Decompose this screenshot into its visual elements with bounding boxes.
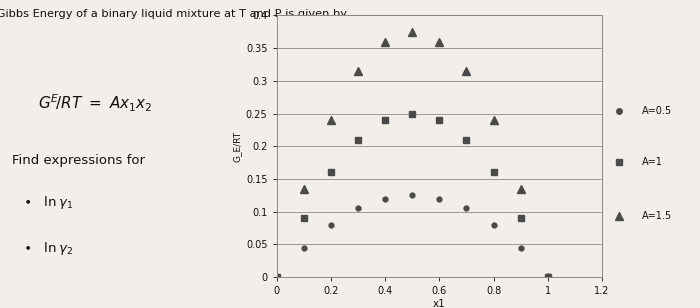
- Text: A=1.5: A=1.5: [642, 211, 672, 221]
- Text: Find expressions for: Find expressions for: [13, 154, 146, 167]
- Text: A=0.5: A=0.5: [642, 106, 672, 116]
- Text: $\bullet$   $\ln\gamma_2$: $\bullet$ $\ln\gamma_2$: [22, 240, 73, 257]
- Y-axis label: G_E/RT: G_E/RT: [232, 131, 241, 162]
- Text: $G^E\!/RT\ =\ Ax_1x_2$: $G^E\!/RT\ =\ Ax_1x_2$: [38, 92, 153, 114]
- X-axis label: x1: x1: [433, 299, 446, 308]
- Text: $\bullet$   $\ln\gamma_1$: $\bullet$ $\ln\gamma_1$: [22, 194, 73, 211]
- Text: The excess Gibbs Energy of a binary liquid mixture at T and P is given by: The excess Gibbs Energy of a binary liqu…: [0, 9, 346, 19]
- Text: A=1: A=1: [642, 157, 663, 167]
